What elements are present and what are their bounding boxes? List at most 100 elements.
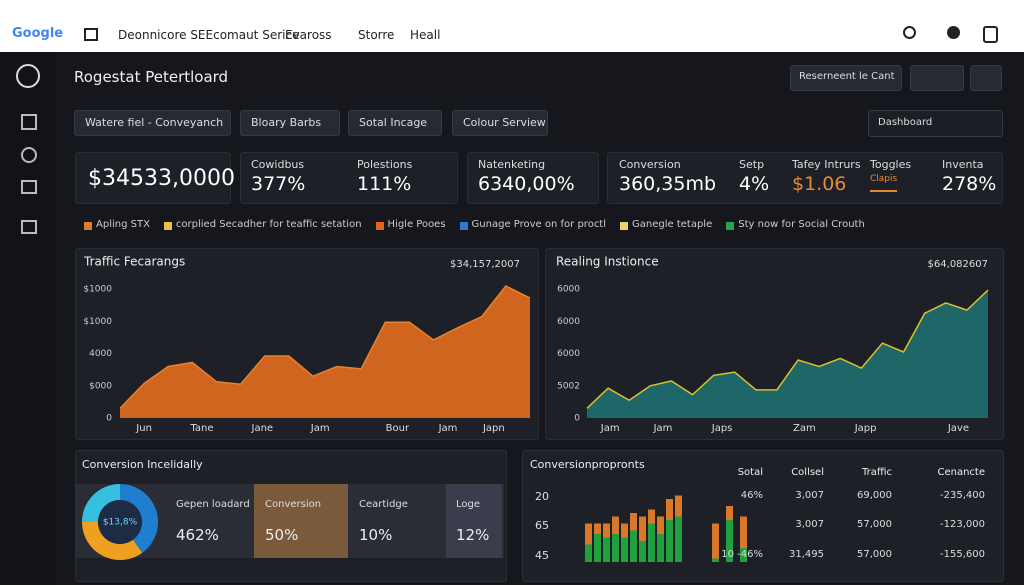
table-cell: 3,007 <box>795 490 824 501</box>
x-tick-label: Japn <box>482 423 505 434</box>
kpi-card <box>240 152 458 204</box>
search-label[interactable]: Dashboard <box>878 117 933 128</box>
card-value: 10% <box>359 526 393 544</box>
x-tick-label: Jun <box>135 423 152 434</box>
kpi-value: 377% <box>251 173 306 195</box>
y-tick-label: $1000 <box>83 285 112 295</box>
nav-icon[interactable] <box>21 180 37 194</box>
bar-segment <box>639 516 646 541</box>
table-cell: 57,000 <box>857 549 892 560</box>
kpi-card <box>75 152 231 204</box>
profile-icon[interactable] <box>947 26 960 39</box>
filter-label[interactable]: Colour Serview <box>463 116 546 129</box>
bar-segment <box>621 523 628 538</box>
action-button[interactable] <box>790 65 902 91</box>
bar-segment <box>630 530 637 562</box>
card-label: Loge <box>456 499 481 510</box>
x-tick-label: Japs <box>711 423 733 434</box>
table-title: Conversionpropronts <box>530 458 645 471</box>
power-button[interactable] <box>970 65 1002 91</box>
x-tick-label: Jave <box>947 423 969 434</box>
x-tick-label: Jam <box>600 423 620 434</box>
bar-segment <box>603 537 610 562</box>
chart-title: Realing Instionce <box>556 255 659 269</box>
row-label: 20 <box>535 490 549 503</box>
nav-item[interactable]: Storre <box>358 28 395 42</box>
filter-label[interactable]: Sotal Incage <box>359 116 428 129</box>
donut-hole <box>98 500 142 544</box>
bar-segment <box>594 523 601 534</box>
kpi-label: Toggles <box>870 158 912 171</box>
table-header: Cenancte <box>937 467 985 478</box>
search-icon[interactable] <box>903 26 916 39</box>
bar-segment <box>657 516 664 534</box>
bar-segment <box>612 516 619 534</box>
bar-segment <box>712 523 719 559</box>
x-tick-label: Jane <box>251 423 274 434</box>
card-label: Gepen loadard <box>176 499 250 510</box>
nav-icon[interactable] <box>21 114 37 130</box>
card-highlight <box>254 484 348 558</box>
kpi-total: $34533,0000 <box>88 166 235 191</box>
kpi-value: Clapis <box>870 174 898 192</box>
filter-label[interactable]: Bloary Barbs <box>251 116 322 129</box>
search-box[interactable] <box>868 110 1003 137</box>
legend-label: Higle Pooes <box>387 219 446 230</box>
logo: Google <box>12 26 64 41</box>
y-tick-label: $1000 <box>83 317 112 327</box>
line <box>586 289 989 409</box>
donut-slice <box>82 484 120 522</box>
area <box>120 286 530 418</box>
filter-button[interactable] <box>74 110 231 136</box>
nav-item[interactable]: Evaross <box>285 28 332 42</box>
kpi-label: Polestions <box>357 158 413 171</box>
bar-segment <box>648 523 655 562</box>
table-cell: -155,600 <box>940 549 985 560</box>
kpi-label: Tafey Intrurs <box>792 158 861 171</box>
settings-button[interactable] <box>910 65 964 91</box>
y-tick-label: 0 <box>574 414 580 424</box>
app-logo[interactable] <box>16 64 40 88</box>
nav-icon[interactable] <box>21 220 37 234</box>
filter-button[interactable] <box>240 110 340 136</box>
settings-icon[interactable] <box>983 26 998 43</box>
kpi-label: Natenketing <box>478 158 546 171</box>
card-label: Conversion <box>265 499 322 510</box>
y-tick-label: 6000 <box>557 285 580 295</box>
table-cell: 46% <box>740 490 763 501</box>
y-tick-label: 4000 <box>89 349 112 359</box>
bar-segment <box>740 516 747 548</box>
x-tick-label: Japp <box>854 423 877 434</box>
card-value: 50% <box>265 526 299 544</box>
legend-swatch <box>726 222 735 230</box>
panel-title: Conversion Incelidally <box>82 458 203 471</box>
filter-button[interactable] <box>348 110 442 136</box>
bar-segment <box>740 548 747 562</box>
nav-icon[interactable] <box>21 147 37 163</box>
chart-title: Traffic Fecarangs <box>83 255 185 269</box>
filter-label[interactable]: Watere fiel - Conveyanch <box>85 116 224 129</box>
table-cell: -123,000 <box>940 519 985 530</box>
legend-swatch <box>375 222 384 230</box>
bar-segment <box>726 520 733 562</box>
table-cell: 57,000 <box>857 519 892 530</box>
filter-button[interactable] <box>452 110 548 136</box>
sidebar <box>0 52 56 585</box>
bar-segment <box>585 544 592 562</box>
button-label[interactable]: Reserneent le Cant <box>799 71 895 82</box>
y-tick-label: 6000 <box>557 349 580 359</box>
kpi-label: Cowidbus <box>251 158 305 171</box>
bar-segment <box>630 513 637 531</box>
home-icon[interactable] <box>84 28 98 41</box>
table-panel <box>522 450 1004 582</box>
bar-segment <box>666 499 673 520</box>
kpi-card <box>467 152 599 204</box>
x-tick-label: Jam <box>310 423 330 434</box>
nav-item[interactable]: Deonnicore SEEcomaut Serice <box>118 28 300 42</box>
x-tick-label: Bour <box>386 423 410 434</box>
nav-item[interactable]: Heall <box>410 28 441 42</box>
legend-swatch <box>84 222 92 230</box>
x-tick-label: Jam <box>438 423 458 434</box>
bar-segment <box>612 534 619 562</box>
kpi-value: 111% <box>357 173 412 195</box>
